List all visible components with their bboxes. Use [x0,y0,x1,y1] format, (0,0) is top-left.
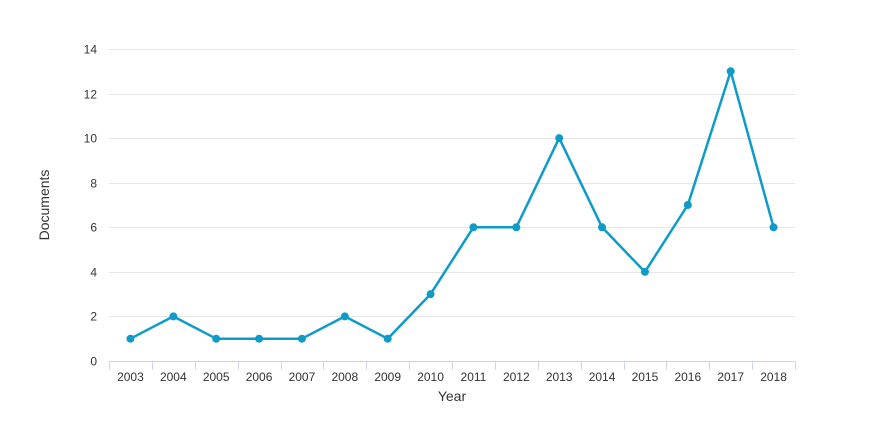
x-tick-label: 2013 [546,370,573,384]
data-point[interactable] [769,223,778,232]
x-tick-label: 2009 [374,370,401,384]
data-point[interactable] [726,67,735,76]
y-tick-label: 0 [90,355,97,369]
data-point[interactable] [383,334,392,343]
x-tick-label: 2004 [160,370,187,384]
x-tick-label: 2010 [417,370,444,384]
data-point[interactable] [512,223,521,232]
y-tick-label: 2 [90,310,97,324]
x-tick-label: 2007 [289,370,316,384]
y-axis-title: Documents [36,170,52,241]
x-tick-label: 2008 [331,370,358,384]
x-tick-label: 2018 [760,370,787,384]
axes [109,361,796,370]
data-point[interactable] [126,334,135,343]
data-point[interactable] [469,223,478,232]
x-tick-label: 2003 [117,370,144,384]
x-tick-label: 2015 [632,370,659,384]
x-tick-label: 2006 [246,370,273,384]
tick-labels: 0 2 4 6 8 10 12 14 2003 2004 2005 2006 2007 2008 2009 2… [84,43,788,385]
x-tick-label: 2014 [589,370,616,384]
x-tick-label: 2011 [461,370,487,384]
data-point[interactable] [340,312,349,321]
y-tick-label: 14 [84,43,98,57]
data-point[interactable] [598,223,607,232]
data-point[interactable] [640,267,649,276]
x-tick-label: 2016 [674,370,701,384]
data-point[interactable] [683,201,692,209]
data-point[interactable] [297,334,306,343]
data-point[interactable] [212,334,221,343]
data-point[interactable] [555,134,564,143]
series [126,67,778,343]
x-tick-label: 2005 [203,370,230,384]
y-tick-label: 10 [84,132,98,146]
data-point[interactable] [255,334,264,343]
gridlines [109,49,795,317]
y-tick-label: 12 [84,88,98,102]
data-point[interactable] [169,312,178,321]
y-tick-label: 4 [90,266,97,280]
x-tick-label: 2017 [717,370,744,384]
y-tick-label: 6 [90,221,97,235]
x-axis-title: Year [438,388,467,404]
y-tick-label: 8 [90,177,97,191]
series-line [129,70,775,340]
data-point[interactable] [426,290,435,299]
x-tick-label: 2012 [503,370,530,384]
